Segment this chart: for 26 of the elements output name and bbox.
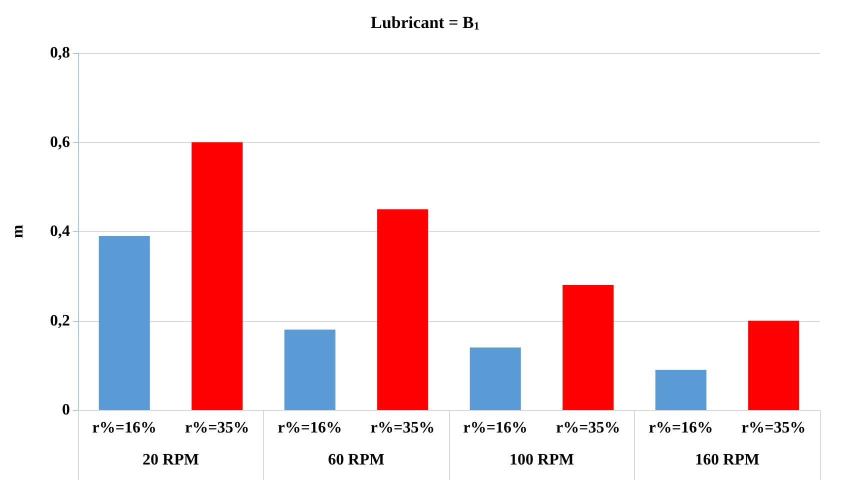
bar	[562, 285, 614, 410]
text: 60 RPM	[328, 452, 384, 468]
x-tick-label: r%=16%	[463, 420, 528, 436]
y-tick-label: 0,2	[50, 312, 70, 330]
y-tick-label: 0,4	[50, 223, 70, 240]
x-tick-label: r%=35%	[556, 420, 620, 436]
bar	[284, 330, 336, 410]
x-tick-label: r%=16%	[648, 420, 713, 436]
y-axis-title: m	[10, 224, 26, 238]
bar	[377, 209, 428, 410]
bar	[98, 236, 150, 410]
x-tick-label: r%=35%	[185, 420, 250, 436]
y-tick-label: 0,6	[50, 134, 70, 151]
bar	[655, 370, 706, 410]
text: 100 RPM	[510, 452, 574, 468]
text: 160 RPM	[695, 452, 760, 468]
bar	[470, 348, 521, 410]
y-tick-label: 0	[62, 402, 70, 418]
bar	[748, 320, 800, 410]
y-tick-label: 0,8	[50, 44, 70, 62]
bar	[192, 142, 243, 410]
text: 20 RPM	[142, 452, 199, 468]
x-tick-label: r%=16%	[92, 420, 156, 436]
x-tick-label: r%=16%	[278, 420, 342, 436]
x-tick-label: r%=35%	[742, 420, 806, 436]
x-tick-label: r%=35%	[370, 420, 435, 436]
